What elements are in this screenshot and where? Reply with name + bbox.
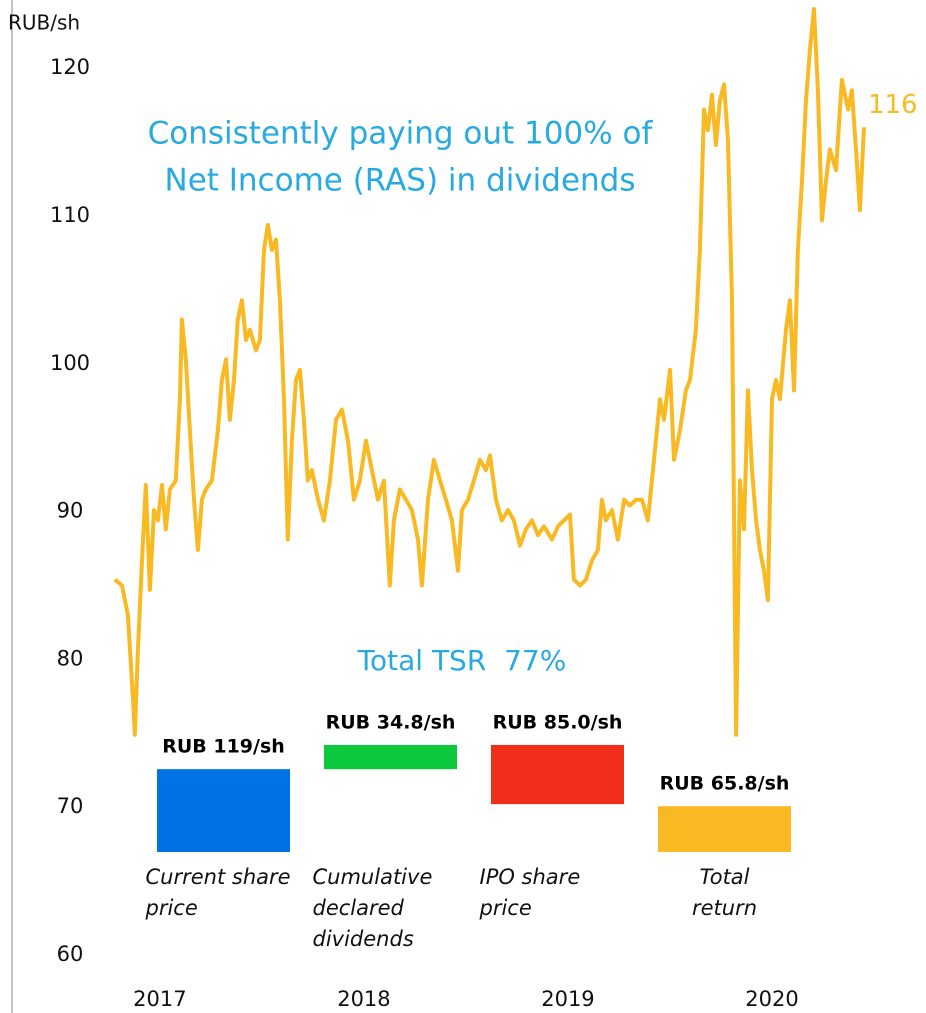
category-label: Total return [691, 865, 758, 920]
x-tick-label: 2017 [133, 987, 186, 1011]
y-tick-label: 100 [50, 351, 90, 375]
bar-value-label: RUB 119/sh [162, 736, 285, 758]
bar-value-label: RUB 85.0/sh [493, 711, 623, 733]
waterfall-bar [491, 744, 624, 805]
y-tick-label: 80 [57, 646, 84, 670]
bar-value-label: RUB 65.8/sh [660, 773, 790, 795]
y-tick-label: 90 [57, 499, 84, 523]
waterfall-bar [157, 769, 290, 852]
price-line [113, 7, 866, 737]
waterfall-bar [324, 744, 457, 770]
annotation: Consistently paying out 100% of [148, 116, 654, 152]
annotation: Net Income (RAS) in dividends [165, 163, 636, 199]
end-value-label: 116 [868, 90, 918, 120]
y-tick-label: 60 [57, 942, 84, 966]
category-label: IPO share price [479, 865, 581, 920]
bar-value-label: RUB 34.8/sh [326, 711, 456, 733]
y-axis-label: RUB/sh [8, 11, 80, 35]
y-tick-label: 120 [50, 55, 90, 79]
y-tick-label: 110 [50, 203, 90, 227]
category-label: Cumulative declared dividends [312, 865, 433, 951]
inset-title: Total TSR 77% [357, 644, 567, 677]
waterfall-bar [658, 806, 791, 852]
x-tick-label: 2018 [337, 987, 390, 1011]
x-tick-label: 2020 [745, 987, 798, 1011]
x-tick-label: 2019 [541, 987, 594, 1011]
y-tick-label: 70 [57, 794, 84, 818]
category-label: Current share price [145, 865, 291, 920]
